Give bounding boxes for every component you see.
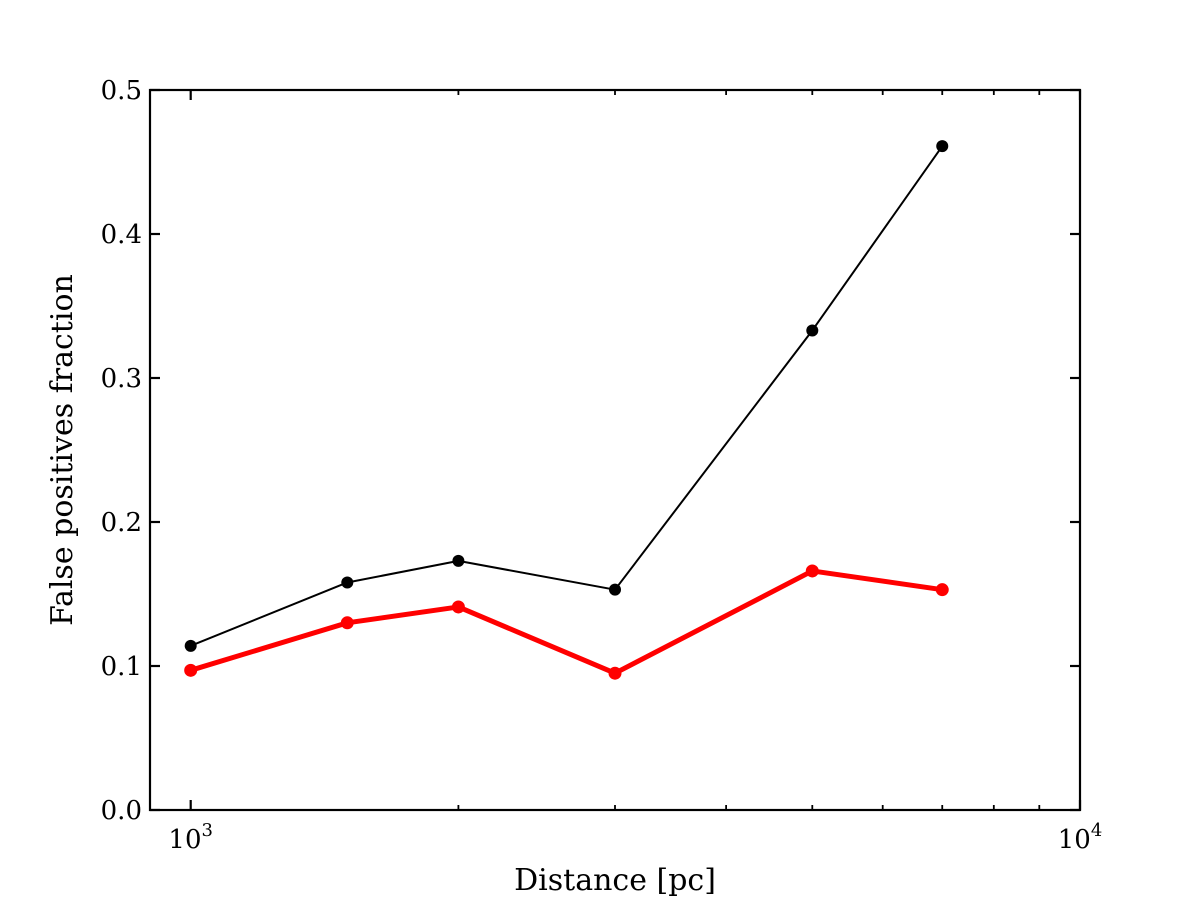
y-tick-label: 0.4 — [101, 220, 142, 250]
series-point-1 — [341, 576, 354, 589]
y-tick-label: 0.2 — [101, 508, 142, 538]
series-layer — [184, 140, 949, 680]
x-tick-label: 104 — [1058, 820, 1103, 855]
y-tick-label: 0.0 — [101, 796, 142, 826]
y-axis-label: False positives fraction — [45, 274, 80, 626]
series-point-2 — [805, 564, 819, 578]
x-minor-ticks — [457, 90, 1041, 810]
y-tick-label: 0.3 — [101, 364, 142, 394]
plot-frame — [148, 88, 1082, 812]
x-tick-label: 103 — [168, 820, 213, 855]
series-point-2 — [184, 663, 198, 677]
series-point-1 — [452, 554, 465, 567]
series-point-2 — [608, 666, 622, 680]
series-point-1 — [609, 583, 621, 596]
tick-labels: 103 104 0.0 0.1 0.2 0.3 0.4 0.5 — [101, 76, 1103, 855]
series-point-2 — [935, 583, 949, 597]
series-point-1 — [936, 140, 949, 153]
series-point-2 — [340, 616, 354, 630]
series-line-2 — [188, 568, 945, 676]
series-point-1 — [806, 324, 819, 337]
series-line-1 — [189, 145, 944, 647]
axis-ticks — [150, 88, 1082, 812]
series-point-1 — [184, 639, 197, 652]
y-tick-label: 0.1 — [101, 652, 142, 682]
series-point-2 — [451, 600, 465, 614]
x-axis-label: Distance [pc] — [514, 863, 716, 898]
y-tick-label: 0.5 — [101, 76, 142, 106]
